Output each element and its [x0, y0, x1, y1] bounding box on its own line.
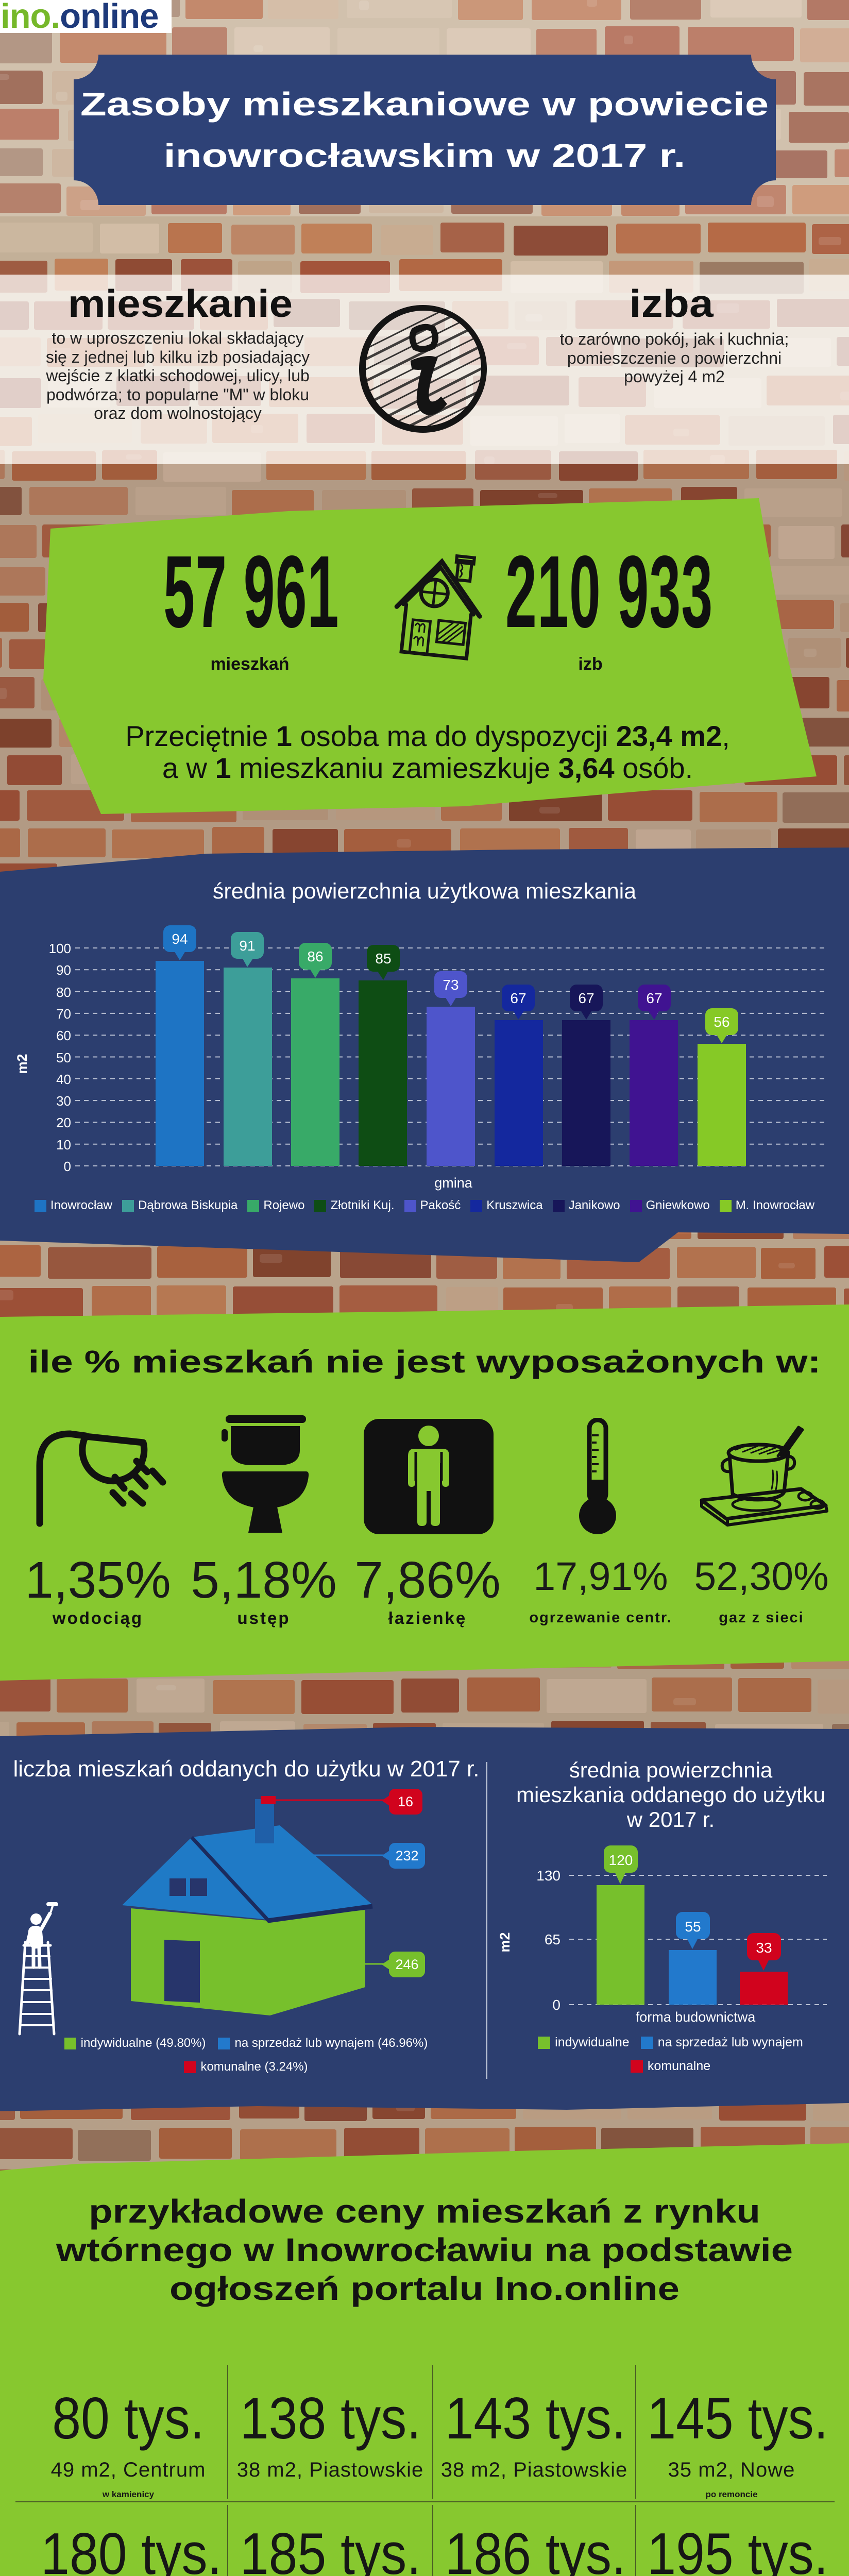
- svg-text:w 2017 r.: w 2017 r.: [626, 1807, 715, 1832]
- svg-text:gmina: gmina: [434, 1175, 473, 1191]
- svg-text:0: 0: [64, 1159, 71, 1174]
- svg-text:30: 30: [56, 1093, 71, 1109]
- svg-text:mieszkania oddanego do użytku: mieszkania oddanego do użytku: [516, 1783, 825, 1807]
- svg-text:liczba mieszkań oddanych do uż: liczba mieszkań oddanych do użytku w 201…: [13, 1756, 480, 1782]
- svg-text:m2: m2: [497, 1932, 513, 1952]
- svg-text:50: 50: [56, 1050, 71, 1065]
- svg-text:m2: m2: [14, 1054, 30, 1074]
- svg-text:67: 67: [646, 990, 662, 1006]
- svg-text:80: 80: [56, 985, 71, 1000]
- svg-text:67: 67: [510, 990, 526, 1006]
- svg-text:100: 100: [49, 941, 71, 956]
- svg-text:20: 20: [56, 1115, 71, 1130]
- svg-text:70: 70: [56, 1006, 71, 1022]
- svg-text:94: 94: [172, 931, 188, 947]
- svg-text:60: 60: [56, 1028, 71, 1043]
- svg-text:40: 40: [56, 1072, 71, 1087]
- svg-text:73: 73: [443, 977, 459, 993]
- svg-text:232: 232: [395, 1848, 418, 1863]
- svg-text:0: 0: [552, 1997, 561, 2013]
- svg-text:33: 33: [756, 1940, 772, 1956]
- svg-text:67: 67: [578, 990, 594, 1006]
- svg-text:średnia powierzchnia użytkowa: średnia powierzchnia użytkowa mieszkania: [213, 879, 636, 904]
- svg-text:91: 91: [239, 938, 255, 954]
- svg-text:85: 85: [375, 951, 391, 967]
- svg-text:55: 55: [685, 1919, 701, 1935]
- svg-text:120: 120: [609, 1852, 633, 1868]
- svg-text:średnia powierzchnia: średnia powierzchnia: [569, 1758, 773, 1782]
- svg-text:90: 90: [56, 962, 71, 978]
- svg-text:16: 16: [398, 1794, 413, 1809]
- svg-text:130: 130: [536, 1868, 561, 1884]
- svg-text:10: 10: [56, 1137, 71, 1153]
- svg-text:86: 86: [307, 948, 323, 964]
- svg-text:forma budownictwa: forma budownictwa: [636, 2009, 756, 2025]
- svg-text:246: 246: [395, 1957, 418, 1972]
- svg-text:65: 65: [545, 1931, 561, 1947]
- svg-text:56: 56: [714, 1014, 729, 1030]
